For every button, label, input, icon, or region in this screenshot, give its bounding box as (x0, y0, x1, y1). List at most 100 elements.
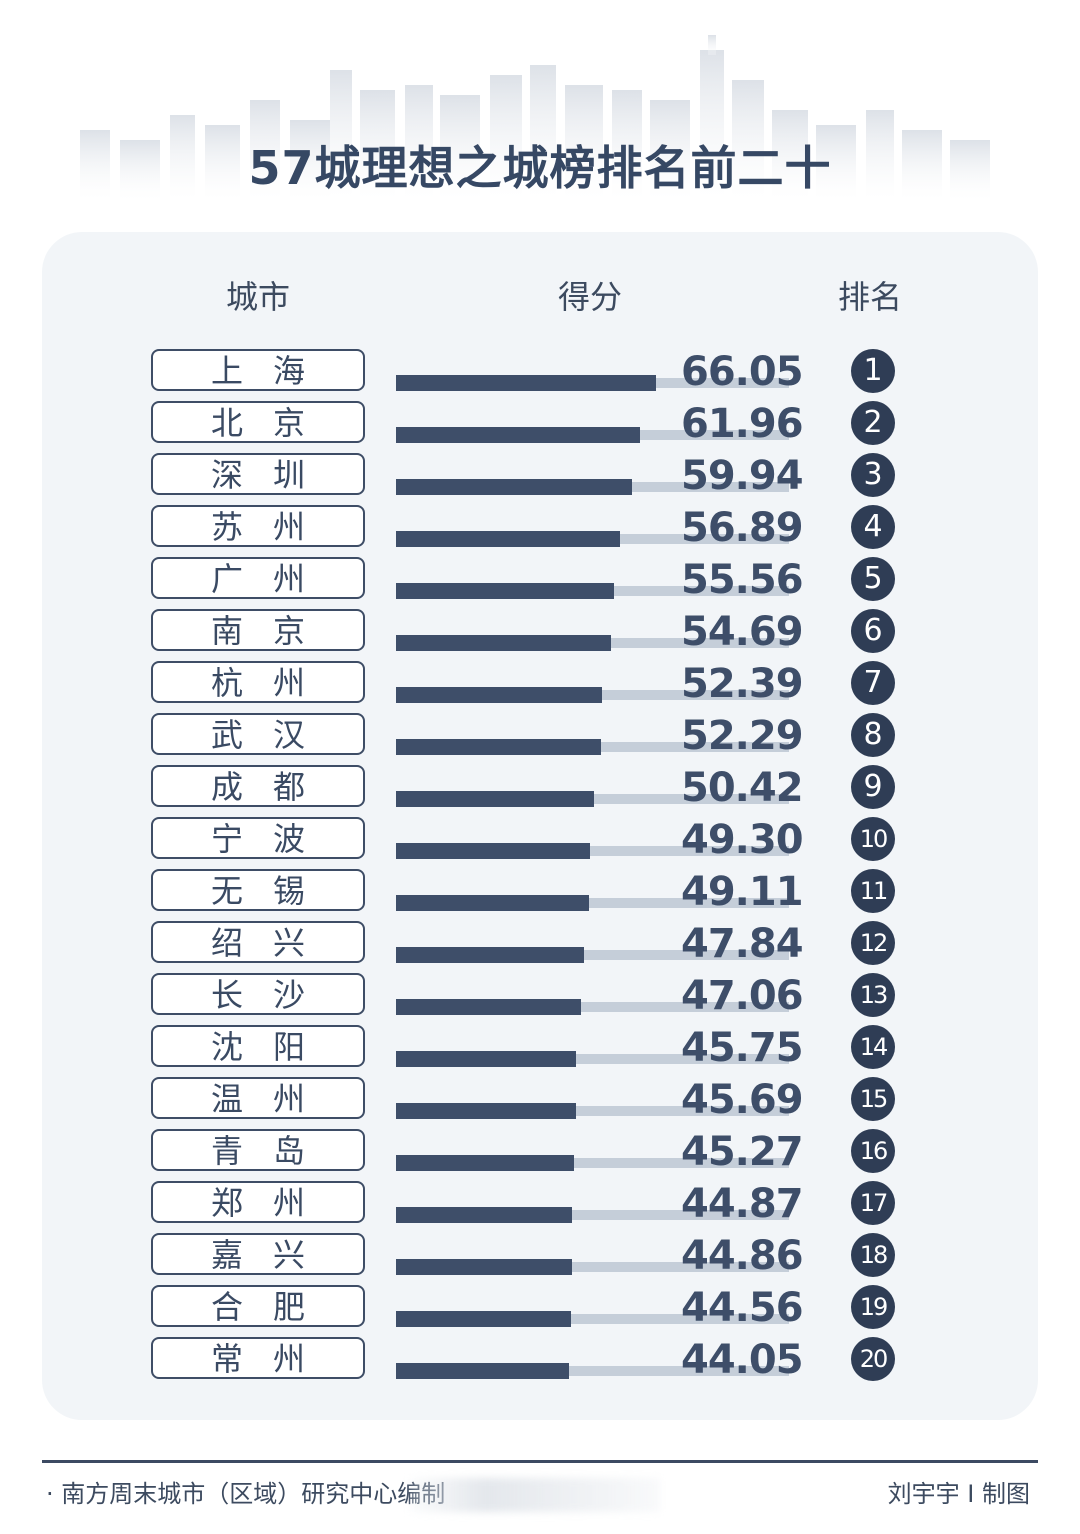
city-label: 苏州 (151, 505, 365, 547)
score-bar (396, 635, 611, 651)
rank-badge: 8 (851, 713, 895, 757)
score-bar (396, 531, 620, 547)
bar-track (396, 1002, 789, 1012)
city-label: 郑州 (151, 1181, 365, 1223)
city-label: 合肥 (151, 1285, 365, 1327)
header-rank: 排名 (838, 278, 903, 316)
bar-track (396, 1158, 789, 1168)
city-label: 沈阳 (151, 1025, 365, 1067)
chart-title: 57城理想之城榜排名前二十 (248, 141, 832, 195)
bar-track (396, 1106, 789, 1116)
score-bar (396, 375, 656, 391)
chart-row: 深圳 59.94 3 (0, 451, 1080, 503)
bar-track (396, 846, 789, 856)
score-label: 47.06 (681, 973, 804, 1019)
chart-row: 北京 61.96 2 (0, 399, 1080, 451)
rank-badge: 7 (851, 661, 895, 705)
score-label: 44.05 (681, 1337, 804, 1383)
bar-track (396, 1366, 789, 1376)
score-label: 49.11 (681, 869, 804, 915)
score-label: 44.87 (681, 1181, 804, 1227)
chart-row: 长沙 47.06 13 (0, 971, 1080, 1023)
score-bar (396, 583, 615, 599)
score-bar (396, 999, 581, 1015)
city-label: 常州 (151, 1337, 365, 1379)
score-label: 61.96 (681, 401, 804, 447)
city-label: 上海 (151, 349, 365, 391)
chart-row: 武汉 52.29 8 (0, 711, 1080, 763)
chart-row: 广州 55.56 5 (0, 555, 1080, 607)
score-label: 66.05 (681, 349, 804, 395)
chart-row: 上海 66.05 1 (0, 347, 1080, 399)
chart-row: 郑州 44.87 17 (0, 1179, 1080, 1231)
score-label: 54.69 (681, 609, 804, 655)
rank-badge: 15 (851, 1077, 895, 1121)
bar-track (396, 898, 789, 908)
score-bar (396, 791, 595, 807)
rank-badge: 2 (851, 401, 895, 445)
chart-row: 嘉兴 44.86 18 (0, 1231, 1080, 1283)
bar-track (396, 950, 789, 960)
chart-row: 绍兴 47.84 12 (0, 919, 1080, 971)
footer-divider (42, 1460, 1038, 1463)
score-bar (396, 1311, 572, 1327)
rank-badge: 16 (851, 1129, 895, 1173)
score-label: 52.39 (681, 661, 804, 707)
chart-row: 南京 54.69 6 (0, 607, 1080, 659)
chart-row: 温州 45.69 15 (0, 1075, 1080, 1127)
chart-row: 成都 50.42 9 (0, 763, 1080, 815)
rank-badge: 11 (851, 869, 895, 913)
chart-row: 常州 44.05 20 (0, 1335, 1080, 1387)
score-label: 52.29 (681, 713, 804, 759)
rank-badge: 18 (851, 1233, 895, 1277)
city-label: 无锡 (151, 869, 365, 911)
header-score: 得分 (558, 278, 623, 316)
city-label: 宁波 (151, 817, 365, 859)
score-label: 50.42 (681, 765, 804, 811)
chart-row: 杭州 52.39 7 (0, 659, 1080, 711)
score-label: 49.30 (681, 817, 804, 863)
city-label: 嘉兴 (151, 1233, 365, 1275)
score-bar (396, 1103, 576, 1119)
rank-badge: 5 (851, 557, 895, 601)
score-bar (396, 687, 602, 703)
rank-badge: 13 (851, 973, 895, 1017)
bar-track (396, 1210, 789, 1220)
blurred-watermark (410, 1478, 660, 1512)
rank-badge: 17 (851, 1181, 895, 1225)
score-label: 47.84 (681, 921, 804, 967)
rank-badge: 3 (851, 453, 895, 497)
score-label: 45.27 (681, 1129, 804, 1175)
score-bar (396, 1363, 570, 1379)
city-label: 广州 (151, 557, 365, 599)
score-bar (396, 1259, 573, 1275)
rank-badge: 20 (851, 1337, 895, 1381)
rank-badge: 6 (851, 609, 895, 653)
city-label: 杭州 (151, 661, 365, 703)
city-label: 北京 (151, 401, 365, 443)
city-label: 温州 (151, 1077, 365, 1119)
score-bar (396, 1051, 576, 1067)
city-label: 成都 (151, 765, 365, 807)
score-bar (396, 1155, 574, 1171)
score-label: 55.56 (681, 557, 804, 603)
score-bar (396, 427, 640, 443)
chart-row: 青岛 45.27 16 (0, 1127, 1080, 1179)
score-label: 44.86 (681, 1233, 804, 1279)
bar-track (396, 1262, 789, 1272)
chart-row: 无锡 49.11 11 (0, 867, 1080, 919)
rank-badge: 1 (851, 349, 895, 393)
bar-track (396, 1054, 789, 1064)
score-bar (396, 843, 590, 859)
score-label: 44.56 (681, 1285, 804, 1331)
city-label: 南京 (151, 609, 365, 651)
skyline-illustration (80, 35, 990, 200)
chart-row: 合肥 44.56 19 (0, 1283, 1080, 1335)
score-bar (396, 947, 584, 963)
bar-track (396, 1314, 789, 1324)
footer-credit: 刘宇宇 I 制图 (887, 1480, 1030, 1508)
rank-badge: 10 (851, 817, 895, 861)
score-label: 59.94 (681, 453, 804, 499)
rank-badge: 12 (851, 921, 895, 965)
city-label: 绍兴 (151, 921, 365, 963)
